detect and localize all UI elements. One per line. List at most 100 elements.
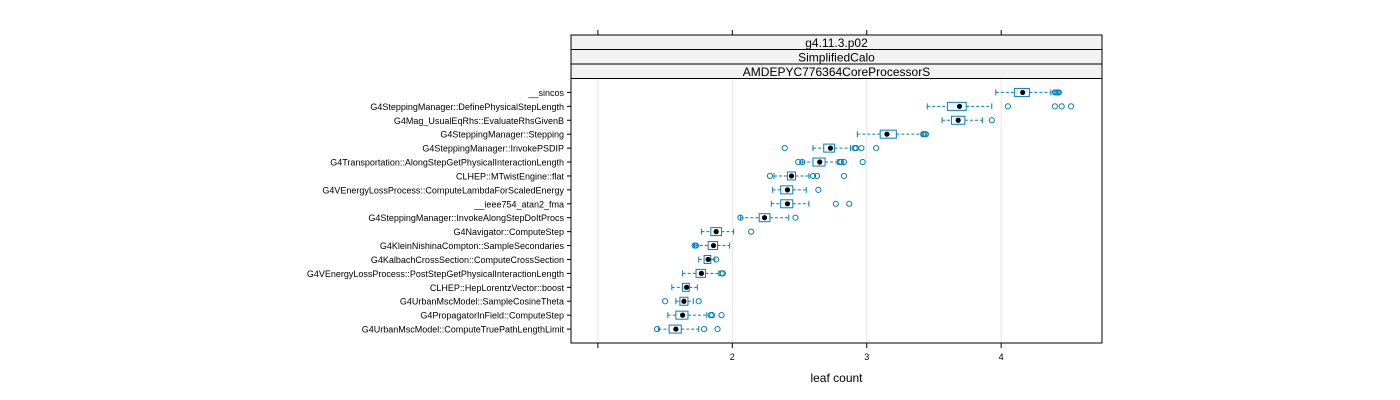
outlier-point xyxy=(718,312,725,319)
box-iqr xyxy=(1014,87,1030,97)
strip-header-label: SimplifiedCalo xyxy=(798,50,875,64)
box-row xyxy=(770,199,853,209)
box-iqr xyxy=(780,199,794,209)
outlier-point xyxy=(988,117,995,124)
category-label: G4SteppingManager::InvokeAlongStepDoItPr… xyxy=(368,213,564,223)
box-iqr xyxy=(786,171,796,181)
outlier-point xyxy=(1058,103,1065,110)
outlier-point xyxy=(840,158,847,166)
box-iqr xyxy=(879,129,897,139)
x-axis: 2 3 4 xyxy=(597,30,1004,362)
box-iqr xyxy=(812,157,826,167)
median-dot xyxy=(784,187,791,193)
box-iqr xyxy=(707,241,719,251)
box-row xyxy=(737,213,799,223)
outlier-point xyxy=(748,228,755,235)
box-iqr xyxy=(703,254,712,264)
box-row xyxy=(698,254,720,264)
outlier-point xyxy=(709,312,716,319)
outlier-point xyxy=(1051,103,1059,110)
box-row xyxy=(766,171,847,181)
box-row xyxy=(691,241,731,251)
median-dot xyxy=(884,131,890,137)
category-label: G4Navigator::ComputeStep xyxy=(453,227,564,237)
median-dot xyxy=(788,173,795,179)
category-label: G4VEnergyLossProcess::ComputeLambdaForSc… xyxy=(322,185,564,195)
outlier-point xyxy=(922,131,929,138)
outlier-point xyxy=(714,325,721,333)
outlier-point xyxy=(873,145,880,152)
outlier-point xyxy=(695,298,702,305)
box-iqr xyxy=(946,101,967,111)
box-rows xyxy=(653,87,1075,334)
median-dot xyxy=(684,284,690,290)
outlier-point xyxy=(662,298,669,305)
median-dot xyxy=(710,242,717,249)
outlier-point xyxy=(815,186,822,193)
median-dot xyxy=(827,145,834,151)
median-dot xyxy=(1020,89,1026,96)
box-iqr xyxy=(758,213,771,223)
category-label: G4SteppingManager::Stepping xyxy=(440,130,564,140)
strip-header-label: g4.11.3.p02 xyxy=(805,36,868,50)
median-dot xyxy=(705,256,711,263)
box-row xyxy=(941,115,995,125)
box-iqr xyxy=(675,310,689,320)
category-label: G4UrbanMscModel::SampleCosineTheta xyxy=(400,297,564,307)
x-tick-label: 2 xyxy=(730,352,735,362)
outlier-point xyxy=(840,172,847,180)
outlier-point xyxy=(1055,89,1063,96)
outlier-point xyxy=(692,242,700,249)
median-dot xyxy=(817,159,823,165)
box-iqr xyxy=(710,227,723,237)
category-label: G4KleinNishinaCompton::SampleSecondaries xyxy=(380,241,565,251)
box-row xyxy=(671,282,698,292)
x-axis-label: leaf count xyxy=(810,371,863,385)
strip-headers: g4.11.3.p02SimplifiedCaloAMDEPYC776364Co… xyxy=(570,34,1103,79)
median-dot xyxy=(673,326,679,332)
grid-lines xyxy=(597,78,1002,343)
outlier-point xyxy=(846,200,853,207)
box-iqr xyxy=(679,296,689,306)
outlier-point xyxy=(766,172,774,180)
outlier-point xyxy=(799,158,806,166)
box-iqr xyxy=(682,282,690,292)
outlier-point xyxy=(713,256,720,263)
box-row xyxy=(653,324,721,334)
category-label: G4SteppingManager::DefinePhysicalStepLen… xyxy=(370,102,564,112)
median-dot xyxy=(955,117,961,123)
box-row xyxy=(795,157,866,167)
box-iqr xyxy=(950,115,966,125)
box-iqr xyxy=(695,268,706,278)
median-dot xyxy=(679,312,686,318)
category-label: G4Transportation::AlongStepGetPhysicalIn… xyxy=(330,158,564,168)
outlier-point xyxy=(719,270,727,277)
box-row xyxy=(667,310,725,320)
box-row xyxy=(772,185,822,195)
box-row xyxy=(856,129,929,139)
box-iqr xyxy=(668,324,682,334)
outlier-point xyxy=(858,145,865,152)
outlier-point xyxy=(792,214,799,221)
category-label: G4UrbanMscModel::ComputeTruePathLengthLi… xyxy=(362,325,565,335)
box-row xyxy=(926,101,1075,111)
box-row xyxy=(700,227,755,237)
median-dot xyxy=(681,298,687,304)
category-label: G4Mag_UsualEqRhs::EvaluateRhsGivenB xyxy=(394,116,564,126)
panel-frame xyxy=(570,34,1103,344)
median-dot xyxy=(713,229,719,235)
outlier-point xyxy=(653,325,661,333)
strip-header-label: AMDEPYC776364CoreProcessorS xyxy=(743,65,930,79)
category-label: __sincos xyxy=(527,88,564,98)
outlier-point xyxy=(1004,103,1011,110)
outlier-point xyxy=(737,214,744,221)
category-labels: __sincosG4SteppingManager::DefinePhysica… xyxy=(307,88,571,335)
outlier-point xyxy=(813,172,821,180)
outlier-point xyxy=(781,145,788,152)
outlier-point xyxy=(809,172,817,180)
category-label: CLHEP::HepLorentzVector::boost xyxy=(430,283,565,293)
outlier-point xyxy=(859,158,866,166)
box-row xyxy=(662,296,702,306)
outlier-point xyxy=(832,200,839,207)
